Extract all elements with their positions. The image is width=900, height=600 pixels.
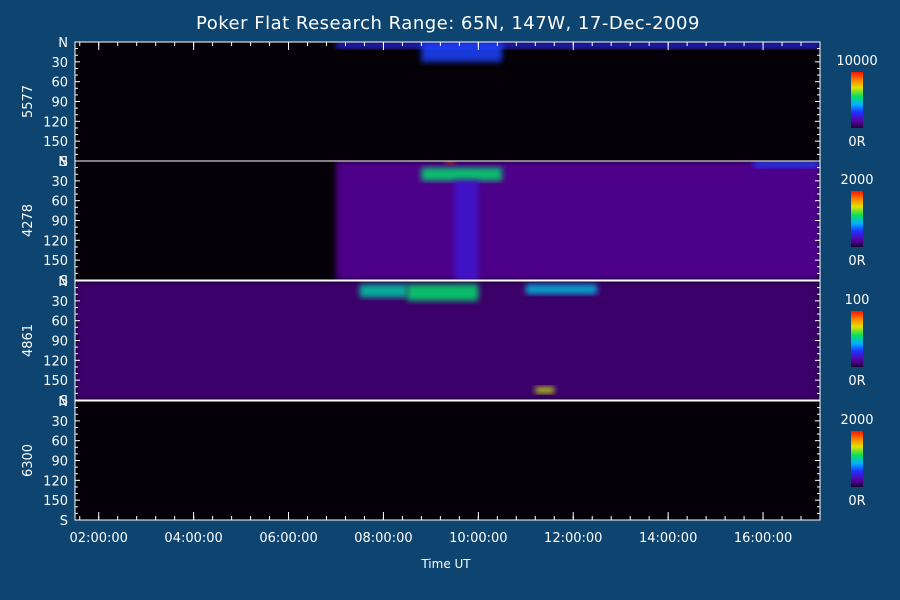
emission-feature (535, 386, 555, 394)
colorbar-min-label: 0R (848, 374, 865, 389)
colorbar (851, 72, 863, 128)
emission-feature (421, 167, 503, 181)
emission-feature (445, 161, 455, 165)
y-tick-label: 60 (51, 76, 68, 91)
y-tick-label: 120 (43, 354, 68, 369)
y-tick-label: S (60, 514, 68, 529)
wavelength-label: 5577 (21, 85, 36, 118)
y-tick-label: S (60, 155, 68, 170)
emission-feature (525, 284, 597, 295)
x-tick-label: 04:00:00 (164, 531, 222, 546)
panel-6300: N 30 60 90 120 150 S 6300 2000 0R (21, 395, 874, 529)
y-tick-label: 90 (51, 455, 68, 470)
colorbar (851, 431, 863, 487)
chart-title: Poker Flat Research Range: 65N, 147W, 17… (196, 13, 700, 34)
wavelength-label: 6300 (21, 444, 36, 477)
y-tick-label: 150 (43, 135, 68, 150)
colorbar-max-label: 2000 (840, 413, 873, 428)
x-tick-label: 06:00:00 (259, 531, 317, 546)
emission-feature (75, 281, 820, 400)
y-tick-label: 120 (43, 234, 68, 249)
emission-feature (359, 284, 408, 298)
y-tick-label: 30 (51, 295, 68, 310)
emission-feature (421, 42, 503, 62)
x-tick-label: 14:00:00 (639, 531, 697, 546)
y-tick-label: S (60, 274, 68, 289)
x-tick-label: 02:00:00 (70, 531, 128, 546)
y-tick-label: 30 (51, 56, 68, 71)
y-tick-label: 90 (51, 96, 68, 111)
y-tick-label: N (58, 155, 68, 170)
panel-4278: N 30 60 90 120 150 S 4278 2000 0R (21, 155, 874, 289)
y-tick-label: N (58, 395, 68, 410)
y-tick-label: 90 (51, 215, 68, 230)
panel-5577: N 30 60 90 120 150 S 5577 10000 0R (21, 36, 878, 170)
y-tick-label: 30 (51, 175, 68, 190)
colorbar-max-label: 100 (845, 293, 870, 308)
colorbar (851, 191, 863, 247)
panel-4861: N 30 60 90 120 150 S 4861 100 0R (21, 275, 869, 409)
x-tick-label: 12:00:00 (544, 531, 602, 546)
x-axis-label: Time UT (420, 557, 471, 571)
y-tick-label: S (60, 394, 68, 409)
y-tick-label: 150 (43, 494, 68, 509)
colorbar-min-label: 0R (848, 254, 865, 269)
panels-group: N 30 60 90 120 150 S 5577 10000 0R N 30 60 90 120 150 S 4… (21, 36, 878, 529)
colorbar (851, 311, 863, 367)
x-tick-label: 10:00:00 (449, 531, 507, 546)
emission-feature (335, 161, 820, 280)
x-tick-label: 16:00:00 (734, 531, 792, 546)
y-tick-label: 30 (51, 415, 68, 430)
y-tick-label: 150 (43, 374, 68, 389)
colorbar-max-label: 10000 (836, 54, 877, 69)
y-tick-label: 120 (43, 115, 68, 130)
colorbar-min-label: 0R (848, 135, 865, 150)
y-tick-label: 120 (43, 474, 68, 489)
emission-feature (454, 180, 479, 280)
x-axis: 02:00:00 04:00:00 06:00:00 08:00:00 10:00:00… (70, 42, 802, 546)
wavelength-label: 4278 (21, 204, 36, 237)
emission-feature (407, 284, 479, 301)
panel-background (75, 401, 820, 520)
wavelength-label: 4861 (21, 324, 36, 357)
emission-feature (335, 42, 820, 49)
y-tick-label: 150 (43, 254, 68, 269)
y-tick-label: 60 (51, 435, 68, 450)
y-tick-label: 60 (51, 195, 68, 210)
colorbar-max-label: 2000 (840, 173, 873, 188)
colorbar-min-label: 0R (848, 494, 865, 509)
y-tick-label: N (58, 275, 68, 290)
y-tick-label: N (58, 36, 68, 51)
emission-feature (753, 161, 820, 168)
y-tick-label: 90 (51, 335, 68, 350)
y-tick-label: 60 (51, 315, 68, 330)
x-tick-label: 08:00:00 (354, 531, 412, 546)
